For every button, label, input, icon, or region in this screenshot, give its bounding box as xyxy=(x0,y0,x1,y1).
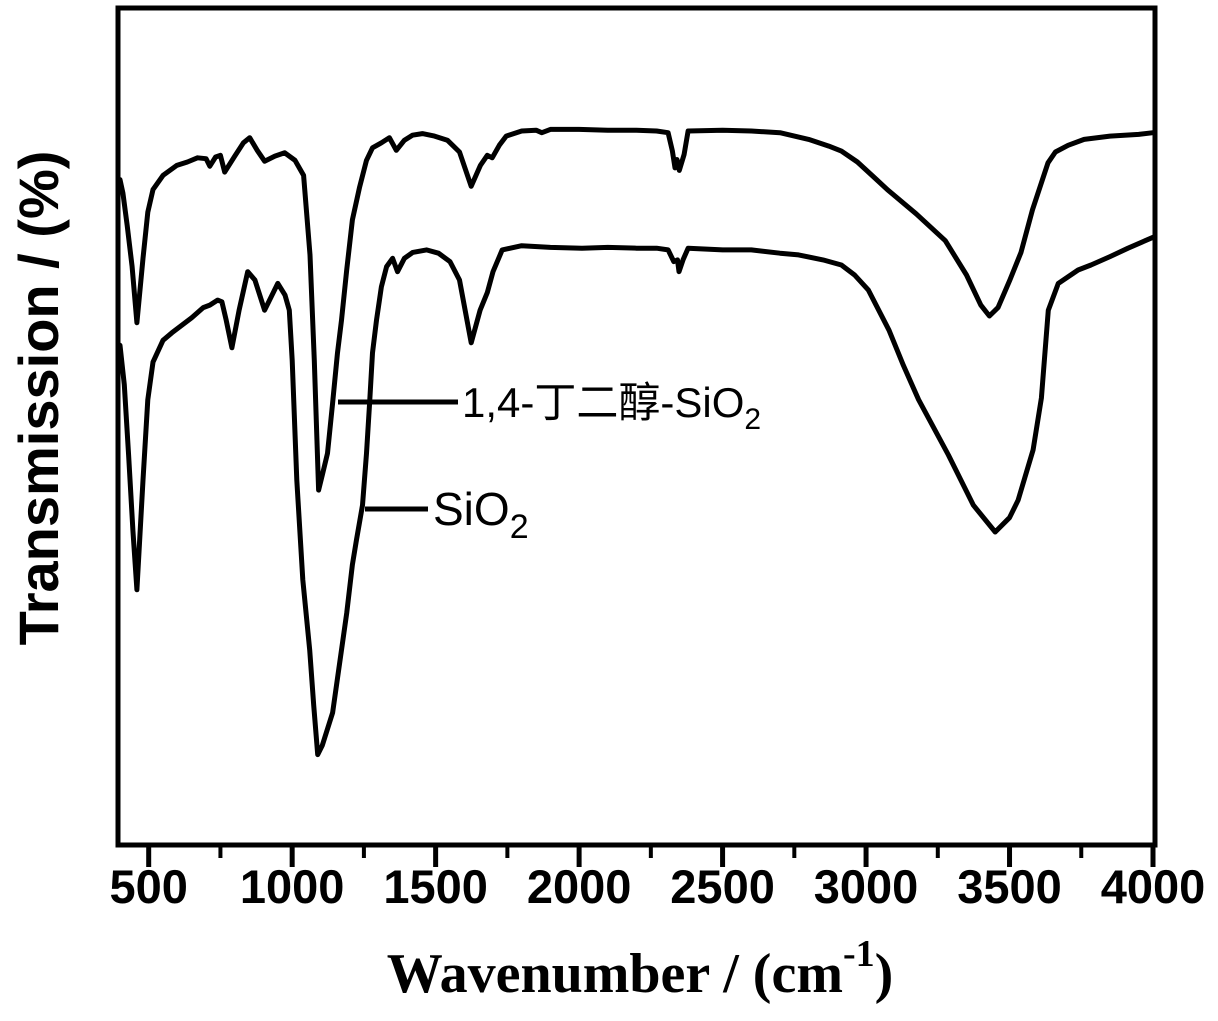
series-butanediol-sio2-curve xyxy=(117,126,1156,493)
x-axis-ticks xyxy=(146,845,1156,867)
x-tick-label: 1000 xyxy=(240,860,345,913)
x-tick-label: 2000 xyxy=(527,860,632,913)
annotation-sio2-label: SiO2 xyxy=(433,483,529,546)
x-axis-title: Wavenumber / (cm-1) xyxy=(387,933,894,1005)
series-sio2-curve xyxy=(117,234,1156,758)
x-tick-label: 3000 xyxy=(814,860,919,913)
y-axis-title: Transmission / (%) xyxy=(7,151,70,646)
series-annotations: 1,4-丁二醇-SiO2 SiO2 xyxy=(338,379,761,546)
x-tick-label: 1500 xyxy=(383,860,488,913)
spectra-curves xyxy=(117,126,1156,758)
x-axis-tick-labels: 500 1000 1500 2000 2500 3000 3500 4000 xyxy=(109,860,1205,913)
annotation-butanediol-sio2-label: 1,4-丁二醇-SiO2 xyxy=(462,379,761,436)
x-tick-label: 4000 xyxy=(1101,860,1206,913)
plot-border xyxy=(115,5,1158,848)
x-tick-label: 2500 xyxy=(670,860,775,913)
x-tick-label: 3500 xyxy=(957,860,1062,913)
x-tick-label: 500 xyxy=(109,860,187,913)
